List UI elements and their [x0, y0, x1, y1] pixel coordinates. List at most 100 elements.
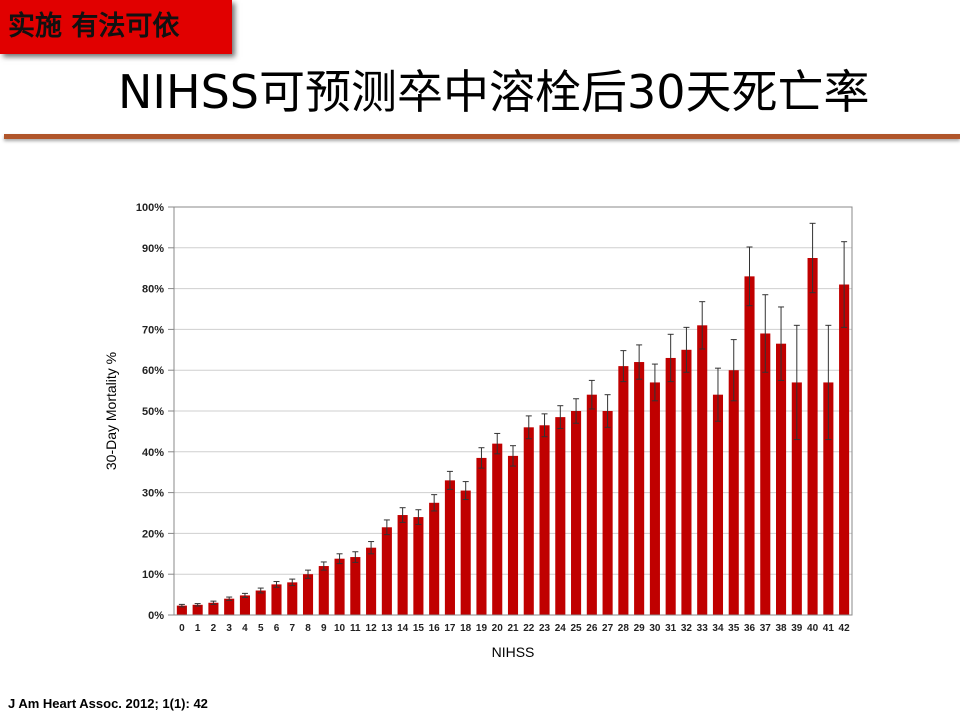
- x-tick-label: 33: [697, 623, 709, 634]
- error-bar: [446, 470, 453, 490]
- error-bar: [636, 344, 643, 380]
- error-bar: [289, 578, 296, 587]
- bar: [192, 604, 203, 615]
- bar: [507, 455, 519, 615]
- error-bar: [257, 587, 264, 594]
- bar: [381, 527, 392, 615]
- error-bar: [525, 415, 532, 440]
- bar: [776, 343, 787, 615]
- error-bar: [541, 413, 548, 438]
- x-tick-label: 35: [728, 623, 740, 634]
- x-tick-label: 25: [571, 623, 583, 634]
- x-tick-label: 11: [350, 623, 361, 634]
- x-tick-label: 29: [634, 623, 646, 634]
- x-tick-label: 22: [523, 623, 535, 634]
- x-tick-label: 30: [649, 623, 661, 634]
- error-bar: [651, 363, 658, 402]
- bar: [255, 590, 266, 615]
- x-tick-label: 24: [555, 623, 567, 634]
- plot-frame: [173, 206, 853, 616]
- bar: [271, 584, 282, 615]
- error-bar: [226, 596, 233, 601]
- error-bar: [478, 447, 485, 469]
- bar: [791, 382, 802, 615]
- bar: [744, 276, 755, 615]
- error-bar: [241, 592, 248, 598]
- x-tick-label: 18: [460, 623, 472, 634]
- error-bar: [714, 367, 721, 422]
- error-bar: [510, 445, 516, 467]
- bar: [460, 490, 471, 615]
- x-tick-label: 16: [429, 623, 441, 634]
- bar: [444, 480, 455, 615]
- error-bar: [273, 581, 280, 588]
- y-tick-label: 40%: [142, 447, 164, 459]
- x-tick-label: 4: [242, 623, 248, 634]
- x-tick-label: 23: [539, 623, 551, 634]
- error-bar: [620, 350, 627, 383]
- y-tick-label: 100%: [136, 202, 164, 214]
- y-tick-label: 90%: [142, 243, 164, 255]
- x-tick-label: 5: [258, 623, 264, 634]
- y-tick-label: 80%: [142, 284, 164, 296]
- bar: [429, 502, 440, 615]
- bar: [397, 515, 408, 615]
- bar: [839, 284, 850, 615]
- bar: [823, 382, 834, 615]
- y-tick-label: 0%: [148, 610, 164, 622]
- x-tick-label: 20: [492, 623, 504, 634]
- x-tick-label: 31: [665, 623, 677, 634]
- x-tick-label: 13: [381, 623, 393, 634]
- error-bar: [746, 246, 753, 307]
- x-tick-label: 2: [211, 623, 217, 634]
- bar: [208, 602, 219, 615]
- error-bar: [383, 519, 390, 536]
- error-bar: [194, 603, 201, 607]
- x-tick-label: 32: [681, 623, 693, 634]
- error-bar: [494, 432, 501, 455]
- section-tag: 实施 有法可依: [0, 0, 232, 54]
- error-bar: [573, 398, 580, 424]
- error-bar: [557, 405, 564, 430]
- x-tick-label: 26: [586, 623, 598, 634]
- citation: J Am Heart Assoc. 2012; 1(1): 42: [8, 696, 208, 711]
- error-bar: [210, 600, 217, 605]
- bar: [350, 557, 361, 615]
- bar: [602, 411, 613, 615]
- x-tick-label: 10: [334, 623, 346, 634]
- error-bar: [588, 379, 595, 410]
- x-tick-label: 36: [744, 623, 756, 634]
- x-tick-label: 17: [444, 623, 456, 634]
- error-bar: [399, 507, 406, 523]
- bar: [681, 349, 692, 615]
- error-bar: [841, 241, 848, 328]
- error-bar: [320, 561, 327, 571]
- error-bar: [778, 306, 785, 381]
- x-tick-label: 15: [413, 623, 425, 634]
- x-axis-label: NIHSS: [492, 644, 535, 660]
- x-tick-label: 42: [839, 623, 851, 634]
- bar: [697, 325, 708, 615]
- x-tick-label: 14: [397, 623, 409, 634]
- bar: [523, 427, 534, 615]
- error-bar: [352, 551, 359, 563]
- error-bar: [462, 481, 469, 501]
- x-tick-label: 0: [179, 623, 185, 634]
- error-bar: [730, 339, 737, 402]
- x-tick-label: 37: [760, 623, 772, 634]
- error-bar: [762, 294, 769, 373]
- title-divider: [4, 134, 960, 139]
- error-bar: [431, 494, 438, 512]
- x-tick-label: 12: [366, 623, 378, 634]
- bar: [760, 333, 771, 615]
- bar: [239, 595, 250, 615]
- error-bar: [825, 324, 832, 441]
- bar: [476, 457, 487, 615]
- error-bar: [793, 324, 800, 441]
- bar: [634, 362, 645, 615]
- x-tick-label: 39: [791, 623, 803, 634]
- bar: [712, 394, 724, 615]
- bar: [287, 582, 298, 615]
- slide-title: NIHSS可预测卒中溶栓后30天死亡率: [118, 65, 870, 119]
